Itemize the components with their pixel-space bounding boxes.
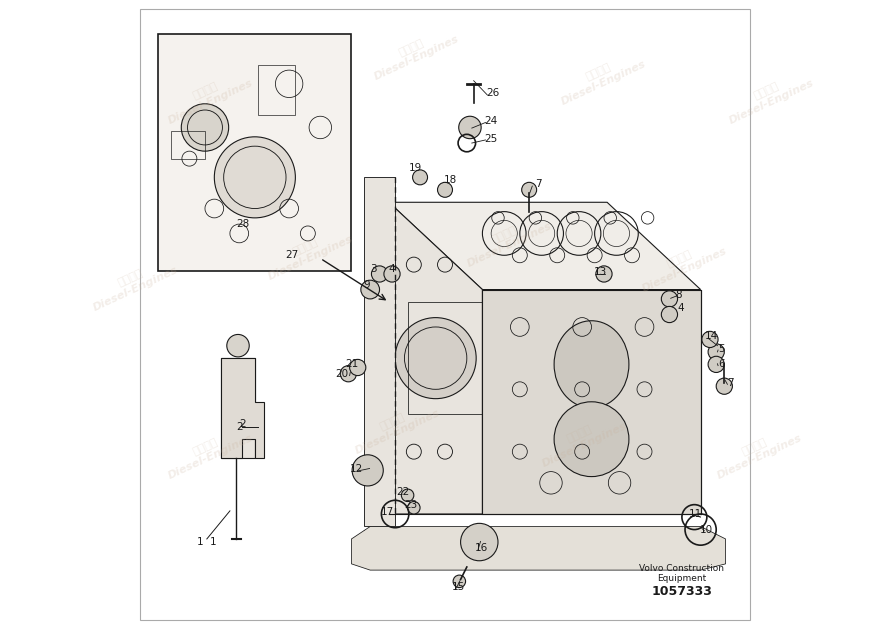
Text: 10: 10 [700,525,714,535]
Circle shape [438,182,452,198]
Text: 20: 20 [336,369,349,379]
Text: 24: 24 [484,116,498,126]
Text: 1057333: 1057333 [651,586,712,598]
Text: 8: 8 [676,289,682,299]
Text: 17: 17 [381,507,394,517]
Text: 1: 1 [198,537,204,547]
Text: Volvo Construction
Equipment: Volvo Construction Equipment [639,564,724,583]
Text: 1: 1 [210,537,216,547]
Text: 4: 4 [389,264,395,274]
Text: 13: 13 [595,267,608,277]
Circle shape [708,356,724,372]
Polygon shape [364,177,395,526]
Bar [408,302,482,415]
Text: 18: 18 [443,175,457,186]
Text: 19: 19 [409,163,423,173]
Polygon shape [389,203,482,514]
Text: 16: 16 [474,543,488,554]
Text: 7: 7 [727,378,734,388]
Text: 3: 3 [370,264,376,274]
Text: 2: 2 [236,421,243,431]
Text: 26: 26 [486,88,499,98]
Circle shape [214,137,295,218]
Text: 25: 25 [484,134,498,143]
Text: 6: 6 [718,359,724,369]
Circle shape [716,378,732,394]
Text: 5: 5 [718,344,724,353]
Text: 紫发动力
Diesel-Engines: 紫发动力 Diesel-Engines [554,48,647,107]
Text: 2: 2 [239,419,246,428]
Text: 9: 9 [363,279,369,289]
Polygon shape [364,530,700,545]
Text: 21: 21 [344,359,358,369]
Circle shape [384,266,400,282]
Polygon shape [389,203,700,289]
Circle shape [461,523,498,561]
Circle shape [360,280,379,299]
Circle shape [182,104,229,151]
Text: 紫发动力
Diesel-Engines: 紫发动力 Diesel-Engines [461,210,554,269]
Circle shape [596,266,612,282]
Text: 紫发动力
Diesel-Engines: 紫发动力 Diesel-Engines [710,422,804,481]
Circle shape [458,116,481,138]
Text: 7: 7 [535,179,542,189]
Text: 14: 14 [705,331,718,342]
Text: 23: 23 [404,499,417,509]
Circle shape [453,575,465,587]
Text: 紫发动力
Diesel-Engines: 紫发动力 Diesel-Engines [349,398,441,456]
Circle shape [708,344,724,360]
Text: 紫发动力
Diesel-Engines: 紫发动力 Diesel-Engines [162,67,255,126]
Text: 紫发动力
Diesel-Engines: 紫发动力 Diesel-Engines [635,235,728,294]
Text: 紫发动力
Diesel-Engines: 紫发动力 Diesel-Engines [262,223,354,282]
Text: 紫发动力
Diesel-Engines: 紫发动力 Diesel-Engines [723,67,816,126]
Circle shape [522,182,537,198]
Bar [221,358,255,458]
Polygon shape [221,358,264,458]
Circle shape [661,291,677,307]
Ellipse shape [554,402,629,477]
Text: 15: 15 [452,582,465,592]
Bar [158,34,352,271]
Circle shape [401,489,414,501]
Circle shape [408,501,420,514]
Text: 28: 28 [236,219,249,229]
Text: 22: 22 [396,487,409,497]
Text: 11: 11 [689,509,702,519]
Circle shape [371,266,388,282]
Circle shape [413,170,427,185]
Text: 紫发动力
Diesel-Engines: 紫发动力 Diesel-Engines [162,422,255,481]
Polygon shape [352,526,725,570]
Polygon shape [482,289,700,514]
Text: 紫发动力
Diesel-Engines: 紫发动力 Diesel-Engines [86,254,180,313]
Circle shape [395,318,476,399]
Text: 4: 4 [677,303,684,313]
Text: 紫发动力
Diesel-Engines: 紫发动力 Diesel-Engines [536,410,628,469]
Text: 27: 27 [286,250,299,260]
Bar [171,131,205,159]
Text: 紫发动力
Diesel-Engines: 紫发动力 Diesel-Engines [368,23,460,82]
Circle shape [661,306,677,323]
Ellipse shape [554,321,629,408]
Text: 12: 12 [350,464,363,474]
Circle shape [352,455,384,486]
Circle shape [340,365,357,382]
Circle shape [227,335,249,357]
Bar [258,65,295,115]
Circle shape [702,331,718,348]
Circle shape [350,359,366,376]
